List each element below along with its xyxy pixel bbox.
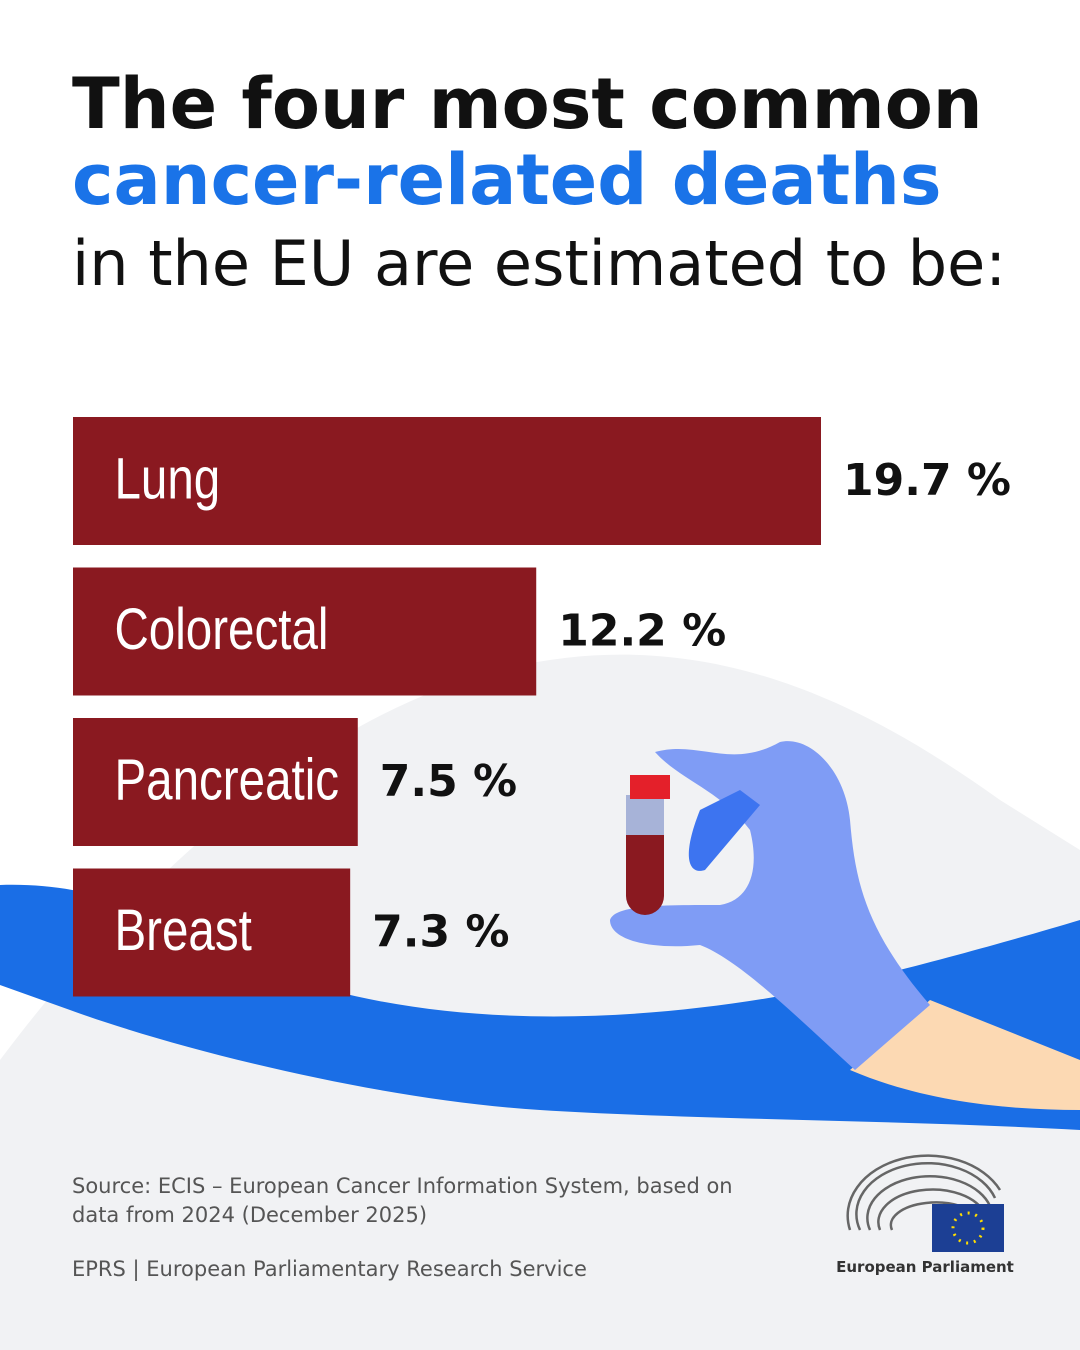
category-label: Breast (114, 898, 252, 963)
title-line: in the EU are estimated to be: (72, 227, 1006, 300)
value-label: 12.2 % (558, 606, 726, 657)
title-highlight: cancer-related deaths (72, 139, 942, 221)
title-line: The four most common (72, 63, 983, 145)
bar (73, 718, 358, 846)
logo (846, 1154, 1002, 1231)
glove (610, 741, 930, 1070)
value-label: 7.5 % (380, 756, 517, 807)
category-label: Colorectal (114, 597, 328, 662)
value-label: 19.7 % (843, 455, 1011, 506)
glove-finger (688, 790, 760, 871)
credit: EPRS | European Parliamentary Research S… (72, 1257, 587, 1282)
bar (73, 417, 821, 545)
bar (73, 868, 351, 997)
category-label: Pancreatic (114, 748, 339, 813)
eu-flag (932, 1204, 1004, 1252)
tube-cap (630, 775, 670, 799)
logo-text: European Parliament (836, 1258, 1014, 1276)
bar (73, 567, 537, 696)
arm (850, 1000, 1080, 1110)
blue-wave (0, 884, 1080, 1130)
eu-stars (951, 1211, 985, 1245)
source: Source: ECIS – European Cancer Informati… (72, 1174, 733, 1198)
category-label: Lung (114, 447, 220, 512)
tube-top (626, 795, 664, 835)
source: data from 2024 (December 2025) (72, 1203, 427, 1227)
value-label: 7.3 % (372, 907, 509, 958)
bar-chart: Lung 19.7 % Colorectal 12.2 % Pancreatic 7.5 … (73, 417, 1011, 997)
